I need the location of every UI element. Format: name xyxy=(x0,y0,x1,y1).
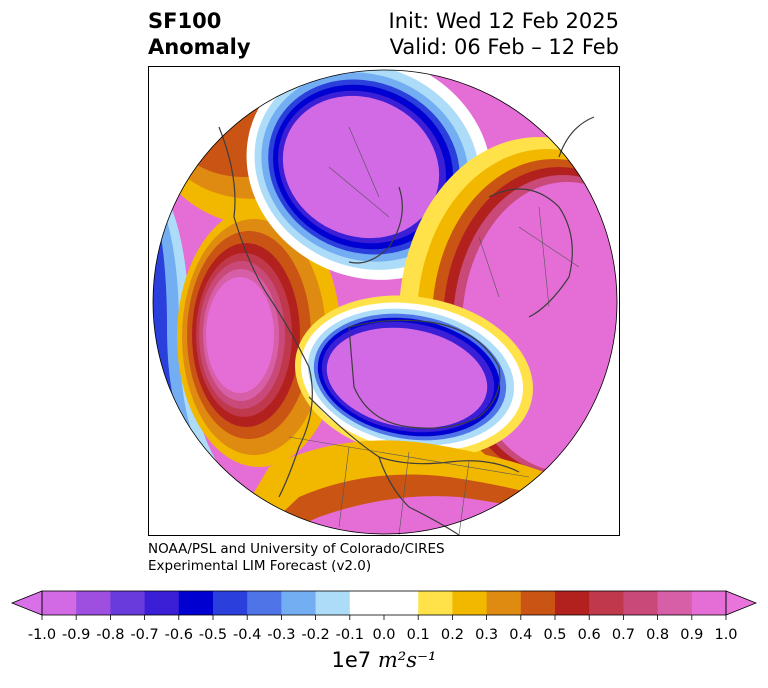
colorbar-segment xyxy=(486,591,522,615)
map-boundary xyxy=(152,69,618,535)
colorbar-units: 1e7 m²s⁻¹ xyxy=(0,648,768,672)
colorbar-ticks xyxy=(41,615,727,620)
colorbar-tick-label: -0.4 xyxy=(233,627,262,643)
colorbar-tick-label: -0.9 xyxy=(62,627,91,643)
credit-line-2: Experimental LIM Forecast (v2.0) xyxy=(148,558,372,574)
colorbar-segment xyxy=(623,591,659,615)
colorbar-segment xyxy=(418,591,453,615)
credit-text: NOAA/PSL and University of Colorado/CIRE… xyxy=(148,541,445,575)
colorbar-over-arrow xyxy=(725,590,758,616)
units-suffix: m²s⁻¹ xyxy=(377,648,437,672)
colorbar-tick-label: 0.9 xyxy=(680,627,704,643)
colorbar-tick-label: -0.5 xyxy=(198,627,228,643)
positive-anomaly-west xyxy=(177,207,341,467)
colorbar-tick-label: 0.2 xyxy=(440,627,464,643)
valid-range: Valid: 06 Feb – 12 Feb xyxy=(389,35,619,59)
colorbar-segment xyxy=(657,591,693,615)
map-title: SF100 Anomaly xyxy=(148,8,251,60)
colorbar-tick-label: -0.7 xyxy=(130,627,159,643)
colorbar-segment xyxy=(384,591,419,615)
coastlines xyxy=(218,116,595,535)
title-type: Anomaly xyxy=(148,35,251,59)
negative-anomaly-north xyxy=(246,70,492,280)
title-field: SF100 xyxy=(148,9,222,33)
negative-anomaly-central xyxy=(295,295,533,459)
colorbar-tick-label: 0.4 xyxy=(509,627,533,643)
colorbar-under-arrow xyxy=(10,590,43,616)
colorbar-segment xyxy=(76,591,111,615)
colorbar-tick-label: -0.1 xyxy=(335,627,364,643)
polar-map xyxy=(152,69,618,535)
colorbar-segment xyxy=(520,591,556,615)
colorbar-segment xyxy=(247,591,282,615)
colorbar-tick-label: 0.3 xyxy=(475,627,499,643)
colorbar-tick-labels: -1.0 -0.9 -0.8 -0.7 -0.6 -0.5 -0.4 -0.3 -0.2 -0.1… xyxy=(0,627,768,645)
credit-line-1: NOAA/PSL and University of Colorado/CIRE… xyxy=(148,541,445,557)
colorbar-segment xyxy=(589,591,624,615)
colorbar-segment xyxy=(281,591,317,615)
colorbar-tick-label: 0.6 xyxy=(577,627,601,643)
init-date: Init: Wed 12 Feb 2025 xyxy=(388,9,619,33)
colorbar-segment xyxy=(42,591,77,615)
map-panel xyxy=(148,66,620,536)
colorbar xyxy=(10,590,758,620)
colorbar-segment xyxy=(213,591,248,615)
colorbar-segment xyxy=(691,591,727,615)
colorbar-segment xyxy=(315,591,351,615)
map-dates: Init: Wed 12 Feb 2025 Valid: 06 Feb – 12… xyxy=(389,8,619,60)
colorbar-tick-label: -0.6 xyxy=(164,627,193,643)
colorbar-segment xyxy=(144,591,180,615)
colorbar-tick-label: -1.0 xyxy=(27,627,57,643)
colorbar-segment xyxy=(178,591,214,615)
colorbar-tick-label: 0.5 xyxy=(543,627,567,643)
colorbar-tick-label: -0.8 xyxy=(96,627,125,643)
colorbar-tick-label: 0.1 xyxy=(406,627,430,643)
colorbar-segment xyxy=(349,591,385,615)
borders xyxy=(288,126,580,535)
colorbar-segments xyxy=(42,591,727,615)
colorbar-tick-label: -0.3 xyxy=(267,627,296,643)
colorbar-tick-label: -0.2 xyxy=(301,627,330,643)
colorbar-segment xyxy=(110,591,146,615)
colorbar-tick-label: 1.0 xyxy=(714,627,738,643)
colorbar-tick-label: 0.7 xyxy=(611,627,635,643)
units-prefix: 1e7 xyxy=(331,648,372,672)
colorbar-segment xyxy=(452,591,488,615)
colorbar-tick-label: 0.8 xyxy=(646,627,670,643)
colorbar-tick-label: 0.0 xyxy=(372,627,396,643)
colorbar-segment xyxy=(555,591,590,615)
